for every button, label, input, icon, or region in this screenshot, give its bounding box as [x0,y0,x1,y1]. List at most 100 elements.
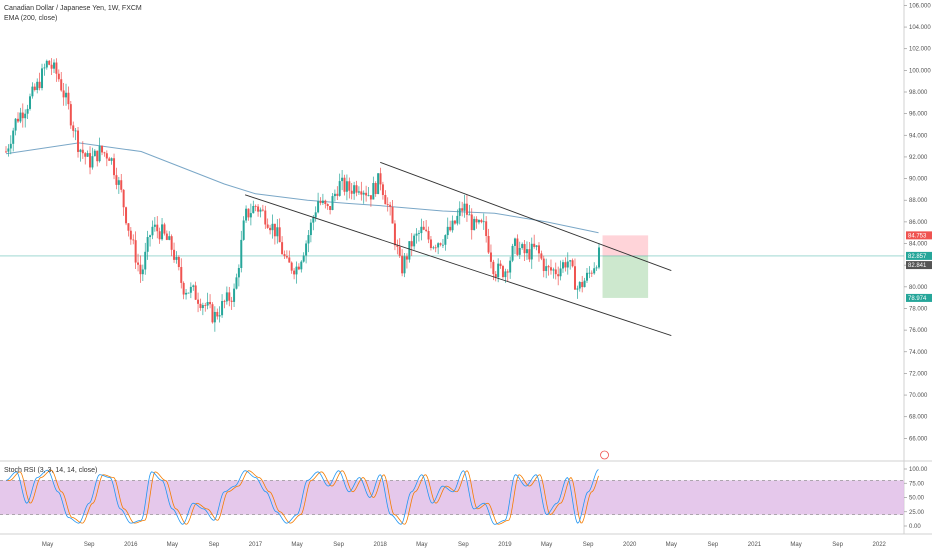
candle-body [62,90,65,98]
candle-body [254,205,257,207]
candle-body [5,151,7,153]
candle-body [225,292,228,302]
candle-body [393,223,396,246]
candle-body [429,239,432,249]
candle-body [333,193,336,197]
candle-body [57,73,60,80]
candle-body [48,60,51,65]
candle-body [24,113,27,119]
candle-body [295,266,298,275]
candle-body [185,292,188,295]
candle-body [410,241,413,247]
candle-body [521,244,524,248]
price-tick-label: 80.000 [909,285,928,291]
candle-body [540,253,543,259]
time-tick-label: Sep [333,542,344,548]
price-tick-label: 88.000 [909,198,928,204]
candle-body [501,266,504,278]
candle-body [386,204,389,205]
candle-body [307,235,310,244]
candle-body [7,148,10,152]
candle-body [74,130,77,132]
candle-body [53,62,56,69]
candle-body [139,264,142,275]
time-tick-label: Sep [583,542,594,548]
candle-body [439,243,442,245]
candle-body [576,288,579,290]
candle-body [331,196,334,210]
candle-body [213,311,216,323]
candle-body [233,288,236,302]
candle-body [137,262,140,265]
ema-legend: EMA (200, close) [4,15,57,22]
candle-body [398,246,401,256]
ema-line-group [5,142,599,234]
ema-200-line [5,142,599,234]
candle-body [458,208,461,216]
candle-body [343,177,346,192]
time-tick-label: 2017 [249,542,263,548]
candle-body [285,256,288,258]
candle-body [132,239,135,241]
candle-body [293,270,296,275]
candle-body [446,226,449,236]
candle-body [549,267,552,271]
candle-body [278,227,281,243]
candle-body [319,201,322,204]
stop-loss-zone[interactable] [602,235,649,256]
candle-body [377,173,380,194]
stoch-tick-label: 25.00 [909,510,925,516]
candle-body [283,254,286,257]
candle-body [72,125,75,131]
candle-body [511,245,514,261]
candle-body [367,195,370,197]
candle-body [93,150,96,157]
channel-lower-line[interactable] [244,194,672,336]
candle-body [153,224,156,227]
take-profit-zone[interactable] [602,255,649,298]
candle-body [86,153,89,157]
candle-body [516,238,519,255]
candle-body [269,227,272,231]
price-tick-label: 84.000 [909,242,928,248]
candle-body [338,181,341,196]
candle-body [12,130,15,144]
candle-body [266,224,269,228]
candle-body [590,272,593,274]
candle-body [595,267,598,269]
price-tag [906,231,932,240]
candle-body [391,206,394,224]
candle-body [470,214,473,231]
candle-body [180,267,183,283]
time-tick-label: May [541,542,552,548]
candle-body [175,256,178,260]
candle-body [187,292,190,294]
candle-body [259,209,262,212]
candle-body [336,193,339,196]
candle-body [134,240,137,263]
candle-body [497,263,500,278]
candle-body [528,249,531,260]
price-tag-label: 82.841 [908,263,927,269]
candle-body [537,245,540,254]
candle-body [569,260,572,262]
candle-body [156,224,159,232]
candle-body [165,233,168,240]
alert-icon[interactable] [600,450,609,460]
time-tick-label: May [666,542,677,548]
time-tick-label: May [291,542,302,548]
price-tick-label: 102.000 [909,47,931,53]
candle-body [96,150,99,162]
candle-body [345,181,348,192]
time-axis: May Sep 2016 May Sep 2017 May Sep 2018 May Sep 2019… [42,542,887,548]
candle-body [408,241,411,260]
candle-body [261,209,264,211]
candle-body [535,245,538,247]
candle-body [19,112,22,122]
candle-body [257,206,260,212]
channel-upper-line[interactable] [380,161,672,272]
candle-body [564,262,567,268]
candle-body [158,231,161,240]
candle-body [545,266,548,272]
